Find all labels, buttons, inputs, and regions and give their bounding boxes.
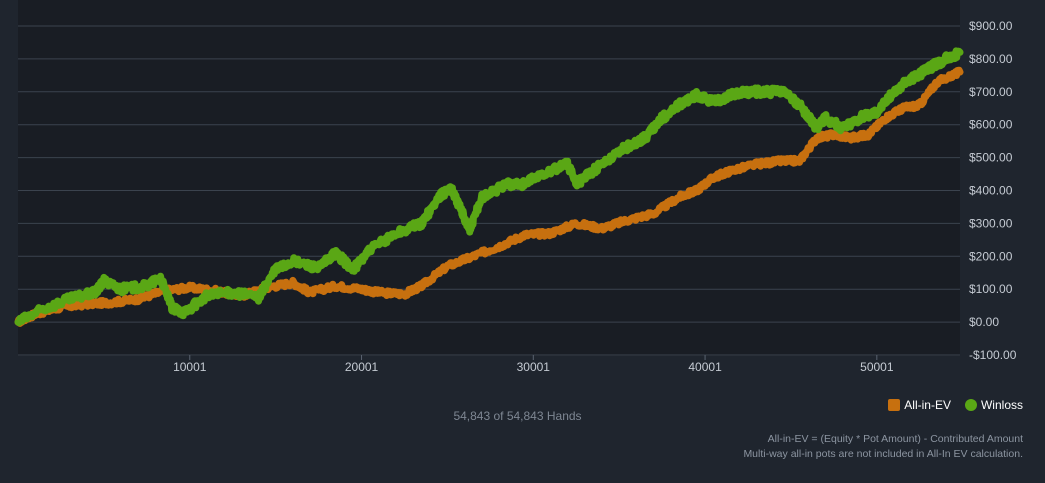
x-axis-ticks: 10001 20001 30001 40001 50001 [173,355,894,374]
y-tick-label: -$100.00 [969,348,1017,362]
winloss-line [14,47,964,327]
x-tick-label: 20001 [345,360,379,374]
circle-marker-icon [964,399,977,411]
y-axis-ticks: -$100.00 $0.00 $100.00 $200.00 $300.00 $400.0… [969,19,1017,362]
all-in-ev-footnote: All-in-EV = (Equity * Pot Amount) - Cont… [743,432,1023,461]
x-tick-label: 30001 [517,360,551,374]
y-tick-label: $200.00 [969,249,1013,263]
footnote-line: All-in-EV = (Equity * Pot Amount) - Cont… [767,433,1023,445]
y-tick-label: $300.00 [969,216,1013,230]
square-marker-icon [888,399,901,411]
legend-item-all-in-ev[interactable]: All-in-EV [888,398,951,412]
all-in-ev-line [14,66,964,327]
y-tick-label: $700.00 [969,85,1013,99]
x-tick-label: 40001 [688,360,722,374]
series-lines [14,47,964,327]
legend-label: Winloss [980,398,1023,412]
y-tick-label: $100.00 [969,282,1013,296]
legend: All-in-EV Winloss [888,398,1023,412]
hands-count-caption: 54,843 of 54,843 Hands [453,409,582,423]
y-tick-label: $800.00 [969,52,1013,66]
y-tick-label: $500.00 [969,151,1013,165]
x-tick-label: 10001 [173,360,207,374]
y-tick-label: $900.00 [969,19,1013,33]
footnote-line: Multi-way all-in pots are not included i… [743,447,1023,460]
y-tick-label: $400.00 [969,184,1013,198]
y-tick-label: $0.00 [969,315,999,329]
y-tick-label: $600.00 [969,118,1013,132]
legend-label: All-in-EV [904,398,951,412]
legend-item-winloss[interactable]: Winloss [964,398,1023,412]
x-tick-label: 50001 [860,360,894,374]
